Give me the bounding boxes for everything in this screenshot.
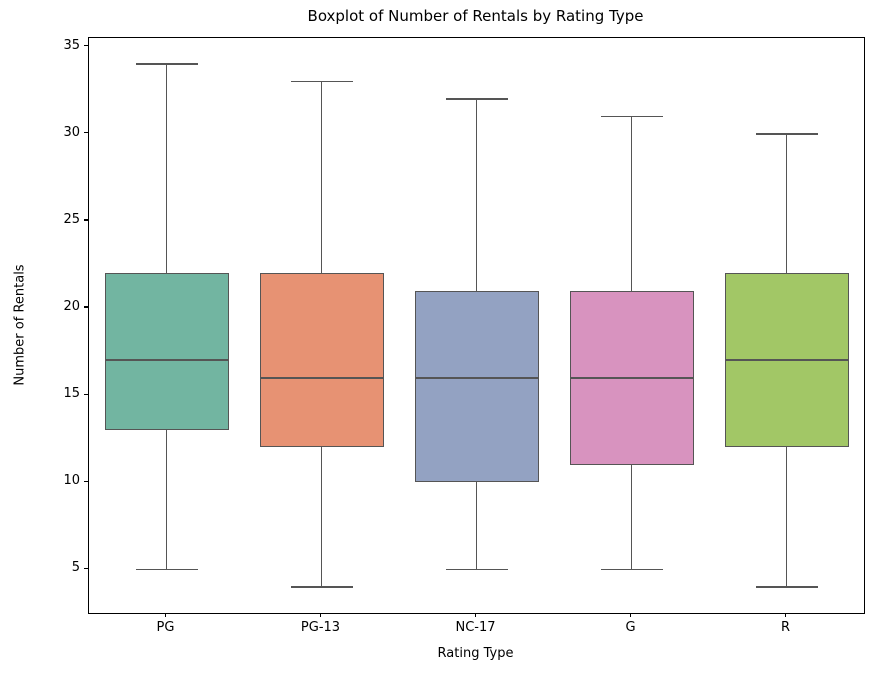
boxplot-box-NC-17 (414, 290, 539, 483)
y-tick-label: 25 (63, 211, 80, 227)
y-tick-mark (84, 393, 88, 395)
x-tick-label-PG-13: PG-13 (300, 620, 341, 635)
boxplot-box-PG-13 (259, 273, 384, 448)
y-tick-label: 10 (63, 473, 80, 489)
whisker-upper-line (320, 81, 323, 274)
y-tick-mark (84, 45, 88, 47)
y-tick-label: 5 (71, 560, 80, 576)
median-line (259, 376, 384, 379)
whisker-upper-line (165, 64, 168, 274)
y-tick-mark (84, 219, 88, 221)
x-tick-mark (784, 613, 787, 617)
median-line (414, 376, 539, 379)
whisker-lower-line (165, 430, 168, 570)
whisker-upper-cap (445, 98, 508, 100)
x-tick-label-PG: PG (156, 620, 175, 635)
x-tick-label-R: R (780, 620, 791, 635)
y-tick-label: 15 (63, 386, 80, 402)
whisker-lower-line (630, 464, 633, 570)
y-tick-mark (84, 306, 88, 308)
x-axis-label: Rating Type (437, 646, 514, 661)
whisker-upper-line (630, 116, 633, 291)
whisker-upper-cap (290, 80, 353, 83)
whisker-lower-cap (755, 586, 818, 588)
y-tick-label: 35 (63, 37, 80, 53)
median-line (569, 376, 694, 379)
whisker-lower-cap (445, 568, 508, 571)
y-tick-label: 20 (63, 299, 80, 315)
whisker-upper-line (785, 133, 788, 274)
whisker-lower-line (320, 447, 323, 587)
whisker-lower-cap (600, 568, 663, 571)
chart-title: Boxplot of Number of Rentals by Rating T… (307, 7, 644, 25)
plot-area (88, 37, 865, 614)
whisker-lower-cap (290, 586, 353, 588)
whisker-lower-line (785, 447, 788, 587)
boxplot-box-PG (104, 273, 229, 431)
y-tick-label: 30 (63, 124, 80, 140)
median-line (724, 359, 849, 362)
median-line (104, 359, 229, 362)
y-tick-mark (84, 132, 88, 134)
whisker-upper-cap (135, 63, 198, 65)
y-axis-label: Number of Rentals (12, 264, 28, 386)
x-tick-mark (164, 613, 167, 617)
whisker-upper-cap (600, 115, 663, 118)
x-tick-label-NC-17: NC-17 (455, 620, 496, 635)
x-tick-label-G: G (625, 620, 636, 635)
x-tick-mark (629, 613, 632, 617)
y-tick-mark (84, 567, 88, 570)
whisker-lower-line (475, 482, 478, 570)
x-tick-mark (319, 613, 322, 617)
y-tick-mark (84, 480, 88, 482)
whisker-upper-line (475, 98, 478, 291)
whisker-lower-cap (135, 568, 198, 571)
x-tick-mark (474, 613, 477, 617)
whisker-upper-cap (755, 133, 818, 135)
